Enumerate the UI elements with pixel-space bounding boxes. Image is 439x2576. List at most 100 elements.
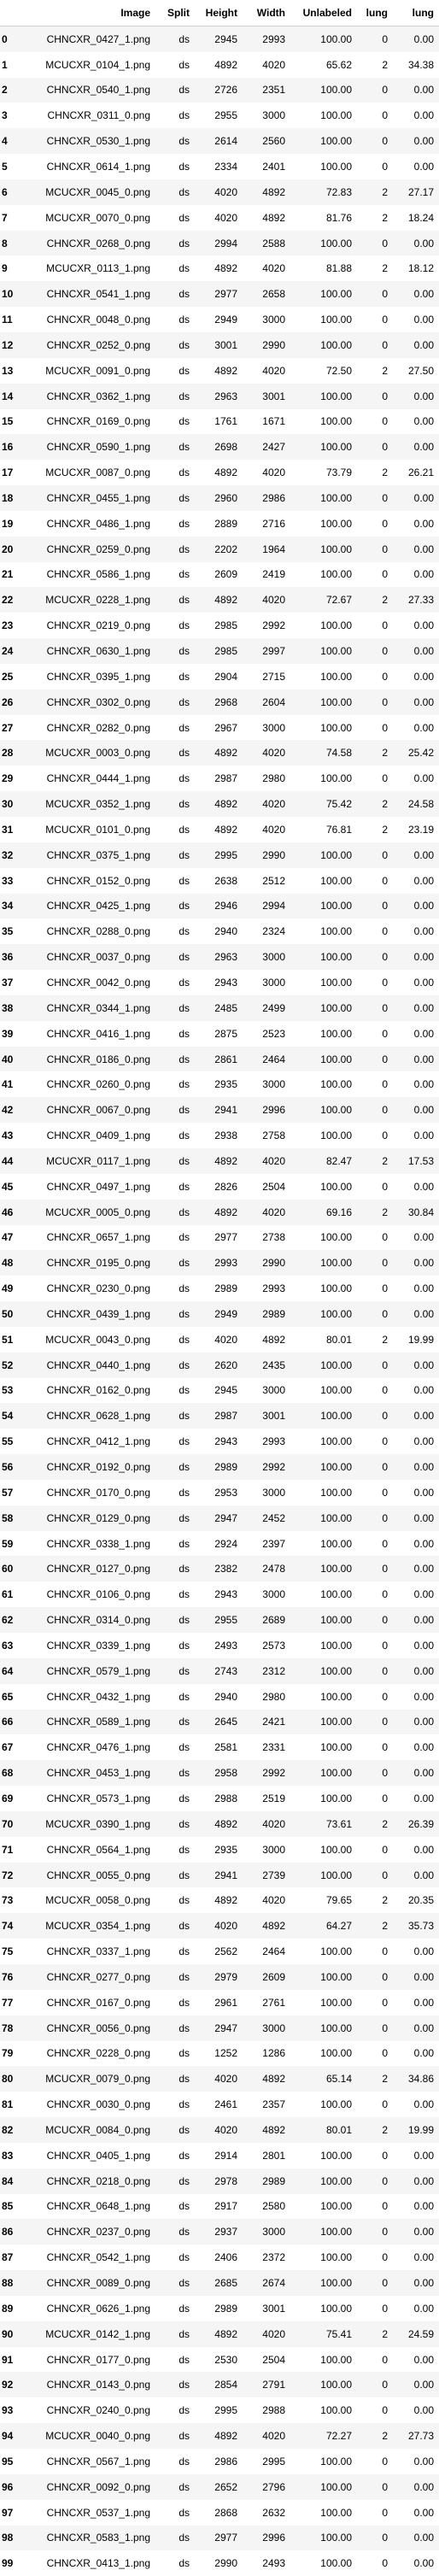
table-row: 93 CHNCXR_0240_0.png ds 2995 2988 100.00 0 0.00 xyxy=(0,2397,439,2423)
lung-count-cell: 0 xyxy=(382,135,388,148)
unlabeled-cell: 100.00 xyxy=(320,543,352,555)
width-cell: 2791 xyxy=(262,2379,285,2391)
unlabeled-cell: 100.00 xyxy=(320,1435,352,1448)
lung-percent-cell: 0.00 xyxy=(413,1307,434,1320)
lung-percent-cell: 0.00 xyxy=(413,1970,434,1983)
unlabeled-cell: 100.00 xyxy=(320,1690,352,1703)
table-row: 47 CHNCXR_0657_1.png ds 2977 2738 100.00 0 0.00 xyxy=(0,1225,439,1251)
lung-count-cell: 0 xyxy=(382,1358,388,1371)
row-index: 87 xyxy=(2,2251,14,2264)
width-cell: 2758 xyxy=(262,1130,285,1142)
width-cell: 2993 xyxy=(262,1282,285,1295)
unlabeled-cell: 100.00 xyxy=(320,1588,352,1601)
unlabeled-cell: 100.00 xyxy=(320,1563,352,1576)
lung-percent-cell: 0.00 xyxy=(413,1053,434,1065)
row-index: 69 xyxy=(2,1792,14,1804)
image-cell: CHNCXR_0395_1.png xyxy=(46,670,150,683)
split-cell: ds xyxy=(179,338,190,351)
image-cell: CHNCXR_0416_1.png xyxy=(46,1027,150,1040)
split-cell: ds xyxy=(179,848,190,861)
lung-percent-cell: 20.35 xyxy=(407,1894,434,1907)
table-row: 63 CHNCXR_0339_1.png ds 2493 2573 100.00 0 0.00 xyxy=(0,1633,439,1658)
height-cell: 2977 xyxy=(214,288,237,301)
table-row: 48 CHNCXR_0195_0.png ds 2993 2990 100.00 0 0.00 xyxy=(0,1250,439,1276)
image-cell: CHNCXR_0127_0.png xyxy=(46,1563,150,1576)
image-cell: CHNCXR_0537_1.png xyxy=(46,2506,150,2519)
row-index: 30 xyxy=(2,798,14,811)
lung-percent-cell: 0.00 xyxy=(413,2455,434,2467)
width-cell: 3000 xyxy=(262,976,285,989)
lung-count-cell: 0 xyxy=(382,1945,388,1958)
table-row: 59 CHNCXR_0338_1.png ds 2924 2397 100.00 0 0.00 xyxy=(0,1531,439,1557)
lung-percent-cell: 0.00 xyxy=(413,772,434,785)
split-cell: ds xyxy=(179,568,190,581)
row-index: 60 xyxy=(2,1563,14,1576)
width-cell: 2990 xyxy=(262,338,285,351)
lung-percent-cell: 0.00 xyxy=(413,1690,434,1703)
lung-count-cell: 0 xyxy=(382,314,388,326)
row-index: 61 xyxy=(2,1588,14,1601)
lung-percent-cell: 0.00 xyxy=(413,1869,434,1881)
table-row: 89 CHNCXR_0626_1.png ds 2989 3001 100.00 0 0.00 xyxy=(0,2296,439,2321)
table-row: 86 CHNCXR_0237_0.png ds 2937 3000 100.00 0 0.00 xyxy=(0,2219,439,2245)
split-cell: ds xyxy=(179,925,190,938)
row-index: 41 xyxy=(2,1078,14,1091)
unlabeled-cell: 81.76 xyxy=(325,211,352,224)
image-cell: CHNCXR_0375_1.png xyxy=(46,848,150,861)
lung-count-cell: 0 xyxy=(382,2251,388,2264)
lung-count-cell: 0 xyxy=(382,2200,388,2213)
image-cell: CHNCXR_0444_1.png xyxy=(46,772,150,785)
unlabeled-cell: 74.58 xyxy=(325,747,352,760)
image-cell: MCUCXR_0117_1.png xyxy=(46,1154,150,1167)
column-header-width: Width xyxy=(243,0,290,26)
table-row: 75 CHNCXR_0337_1.png ds 2562 2464 100.00 0 0.00 xyxy=(0,1939,439,1964)
lung-percent-cell: 0.00 xyxy=(413,135,434,148)
row-index: 8 xyxy=(2,237,8,249)
split-cell: ds xyxy=(179,1154,190,1167)
split-cell: ds xyxy=(179,1307,190,1320)
height-cell: 2955 xyxy=(214,109,237,122)
split-cell: ds xyxy=(179,1511,190,1524)
lung-percent-cell: 0.00 xyxy=(413,2098,434,2111)
split-cell: ds xyxy=(179,364,190,377)
lung-percent-cell: 0.00 xyxy=(413,874,434,887)
row-index: 48 xyxy=(2,1257,14,1270)
height-cell: 2940 xyxy=(214,925,237,938)
lung-count-cell: 0 xyxy=(382,2480,388,2493)
split-cell: ds xyxy=(179,1767,190,1780)
lung-percent-cell: 0.00 xyxy=(413,1664,434,1677)
image-cell: CHNCXR_0056_0.png xyxy=(46,2021,150,2034)
table-row: 43 CHNCXR_0409_1.png ds 2938 2758 100.00 0 0.00 xyxy=(0,1123,439,1148)
width-cell: 4020 xyxy=(262,1206,285,1218)
lung-percent-cell: 30.84 xyxy=(407,1206,434,1218)
unlabeled-cell: 100.00 xyxy=(320,2226,352,2239)
image-cell: MCUCXR_0104_1.png xyxy=(45,58,150,71)
image-cell: MCUCXR_0084_0.png xyxy=(45,2123,150,2136)
split-cell: ds xyxy=(179,1664,190,1677)
lung-count-cell: 2 xyxy=(382,798,388,811)
image-cell: MCUCXR_0058_0.png xyxy=(45,1894,150,1907)
height-cell: 4892 xyxy=(214,2430,237,2443)
row-index: 13 xyxy=(2,364,14,377)
row-index: 19 xyxy=(2,517,14,530)
height-cell: 2202 xyxy=(214,543,237,555)
row-index: 7 xyxy=(2,211,8,224)
width-cell: 2995 xyxy=(262,2455,285,2467)
width-cell: 3000 xyxy=(262,314,285,326)
table-row: 84 CHNCXR_0218_0.png ds 2978 2989 100.00 0 0.00 xyxy=(0,2168,439,2194)
table-row: 34 CHNCXR_0425_1.png ds 2946 2994 100.00 0 0.00 xyxy=(0,893,439,919)
image-cell: MCUCXR_0352_1.png xyxy=(45,798,150,811)
unlabeled-cell: 100.00 xyxy=(320,2149,352,2162)
row-index: 35 xyxy=(2,925,14,938)
column-header-height: Height xyxy=(195,0,243,26)
split-cell: ds xyxy=(179,543,190,555)
split-cell: ds xyxy=(179,2430,190,2443)
split-cell: ds xyxy=(179,1869,190,1881)
row-index: 57 xyxy=(2,1486,14,1499)
image-cell: CHNCXR_0573_1.png xyxy=(46,1792,150,1804)
width-cell: 3000 xyxy=(262,1384,285,1397)
unlabeled-cell: 81.88 xyxy=(325,262,352,275)
lung-count-cell: 0 xyxy=(382,1970,388,1983)
row-index: 49 xyxy=(2,1282,14,1295)
